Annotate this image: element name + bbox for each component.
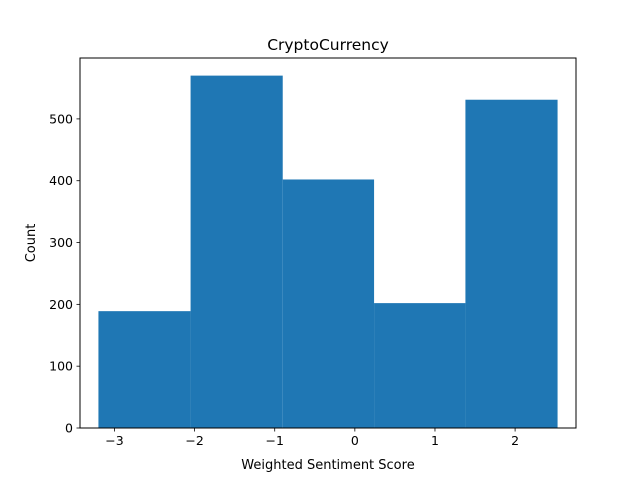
y-axis-label: Count: [24, 224, 39, 263]
histogram-bar-2: [190, 75, 283, 428]
bars-group: [98, 75, 558, 429]
plot-area-frame: [79, 57, 577, 429]
y-tick-label: 500: [49, 111, 73, 126]
x-tick-label: 1: [431, 433, 439, 448]
x-tick-label: 0: [351, 433, 359, 448]
x-axis-label: Weighted Sentiment Score: [241, 458, 414, 473]
histogram-bar-1: [98, 311, 191, 428]
y-axis-ticks: 0 100 200 300 400 500: [49, 111, 80, 436]
y-tick-label: 100: [49, 359, 73, 374]
x-axis-ticks: −3 −2 −1 0 1 2: [105, 428, 519, 448]
x-tick-label: −2: [185, 433, 203, 448]
x-tick-label: −3: [105, 433, 123, 448]
histogram-bar-4: [374, 303, 466, 428]
y-tick-label: 400: [49, 173, 73, 188]
histogram-bar-3: [282, 179, 375, 428]
y-tick-label: 300: [49, 235, 73, 250]
y-tick-label: 0: [65, 421, 73, 436]
x-tick-label: −1: [265, 433, 283, 448]
x-tick-label: 2: [511, 433, 519, 448]
chart-title: CryptoCurrency: [267, 36, 389, 54]
y-tick-label: 200: [49, 297, 73, 312]
histogram-bar-5: [465, 99, 558, 429]
